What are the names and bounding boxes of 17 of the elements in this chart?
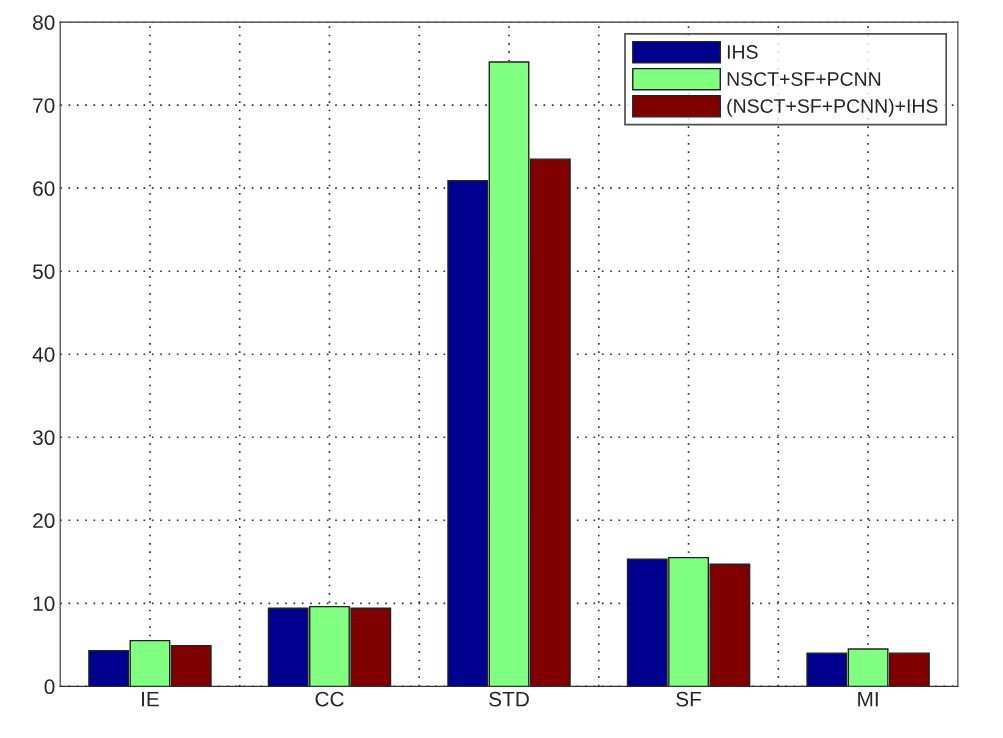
x-tick-label: MI: [858, 691, 878, 707]
y-tick-label: 20: [33, 513, 55, 529]
x-tick-label: CC: [315, 691, 344, 707]
y-tick-label: 30: [32, 430, 55, 446]
y-tick-label: 60: [33, 181, 55, 196]
x-tick-label: STD: [489, 691, 529, 707]
legend-label: (NSCT+SF+PCNN)+IHS: [727, 98, 938, 117]
x-tick-label: SF: [676, 691, 702, 707]
y-tick-label: 0: [44, 679, 55, 695]
legend-label: IHS: [727, 45, 758, 59]
y-tick-label: 80: [33, 15, 55, 30]
y-tick-label: 10: [33, 596, 55, 612]
legend-label: NSCT+SF+PCNN: [727, 72, 881, 86]
y-tick-label: 40: [32, 347, 55, 362]
y-tick-label: 50: [32, 264, 55, 279]
x-tick-label: IE: [142, 691, 159, 707]
y-tick-label: 70: [33, 98, 55, 113]
